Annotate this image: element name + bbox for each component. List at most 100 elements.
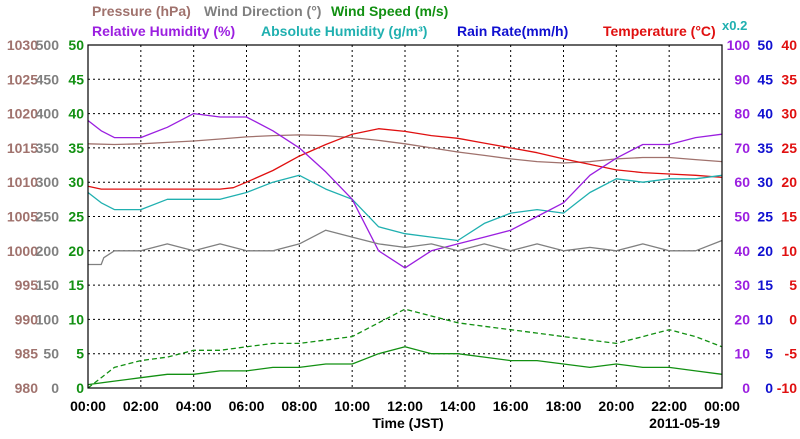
- y-tick-label-humidity: 20: [734, 311, 750, 327]
- y-tick-label-wind_dir: 0: [51, 380, 59, 396]
- frame-layer: [87, 44, 723, 389]
- y-tick-label-pressure: 1030: [7, 37, 38, 53]
- x-tick-label: 02:00: [123, 398, 159, 414]
- y-tick-label-wind_speed: 25: [68, 209, 84, 225]
- y-tick-label-wind_speed: 40: [68, 106, 84, 122]
- x-tick-label: 18:00: [546, 398, 582, 414]
- y-tick-label-temperature: 40: [781, 37, 797, 53]
- y-tick-label-pressure: 980: [15, 380, 39, 396]
- legend-entry: Wind Direction (°): [204, 3, 321, 19]
- y-tick-label-abs_hum: 10: [757, 311, 773, 327]
- series-layer: [87, 112, 723, 389]
- legend-entry: Rain Rate(mm/h): [457, 23, 568, 39]
- y-tick-label-wind_dir: 50: [43, 346, 59, 362]
- y-tick-label-pressure: 1005: [7, 209, 38, 225]
- y-tick-label-pressure: 995: [15, 277, 39, 293]
- legend-entry: Relative Humidity (%): [92, 23, 235, 39]
- x-tick-label: 14:00: [440, 398, 476, 414]
- x-tick-label: 00:00: [70, 398, 106, 414]
- y-tick-label-humidity: 90: [734, 71, 750, 87]
- date-label: 2011-05-19: [649, 415, 720, 431]
- y-tick-label-humidity: 30: [734, 277, 750, 293]
- y-tick-label-abs_hum: 30: [757, 174, 773, 190]
- y-tick-label-abs_hum: 50: [757, 37, 773, 53]
- y-tick-label-wind_speed: 35: [68, 140, 84, 156]
- series-line-wind_speed_avg: [87, 346, 723, 386]
- y-tick-label-wind_speed: 5: [76, 346, 84, 362]
- axis-layer: 1030102510201015101010051000995990985980…: [7, 37, 797, 414]
- y-tick-label-temperature: 5: [789, 277, 797, 293]
- scale-note: x0.2: [722, 18, 747, 33]
- y-tick-label-temperature: -10: [777, 380, 797, 396]
- y-tick-label-temperature: 10: [781, 243, 797, 259]
- y-tick-label-abs_hum: 20: [757, 243, 773, 259]
- y-tick-label-wind_dir: 200: [36, 243, 60, 259]
- y-tick-label-temperature: 0: [789, 311, 797, 327]
- y-tick-label-pressure: 1015: [7, 140, 38, 156]
- y-tick-label-abs_hum: 25: [757, 209, 773, 225]
- y-tick-label-humidity: 40: [734, 243, 750, 259]
- grid-layer: [88, 45, 722, 388]
- y-tick-label-wind_speed: 0: [76, 380, 84, 396]
- y-tick-label-abs_hum: 45: [757, 71, 773, 87]
- legend-layer: Pressure (hPa) Wind Direction (°) Wind Spe…: [92, 3, 716, 39]
- y-tick-label-wind_dir: 400: [36, 106, 60, 122]
- y-tick-label-wind_dir: 300: [36, 174, 60, 190]
- y-tick-label-abs_hum: 0: [765, 380, 773, 396]
- legend-entry: Wind Speed (m/s): [331, 3, 448, 19]
- x-tick-label: 12:00: [387, 398, 423, 414]
- y-tick-label-wind_speed: 30: [68, 174, 84, 190]
- y-tick-label-temperature: 25: [781, 140, 797, 156]
- y-tick-label-wind_speed: 10: [68, 311, 84, 327]
- y-tick-label-wind_dir: 450: [36, 71, 60, 87]
- series-line-rel_humidity: [87, 112, 723, 269]
- legend-entry: Temperature (°C): [603, 23, 716, 39]
- y-tick-label-abs_hum: 35: [757, 140, 773, 156]
- x-tick-label: 22:00: [651, 398, 687, 414]
- y-tick-label-pressure: 1000: [7, 243, 38, 259]
- y-tick-label-temperature: -5: [785, 346, 798, 362]
- y-tick-label-wind_dir: 500: [36, 37, 60, 53]
- plot-frame: [87, 44, 723, 389]
- y-tick-label-wind_speed: 45: [68, 71, 84, 87]
- series-line-pressure: [87, 134, 723, 164]
- y-tick-label-wind_speed: 15: [68, 277, 84, 293]
- y-tick-label-humidity: 50: [734, 209, 750, 225]
- legend-entry: Absolute Humidity (g/m³): [261, 23, 427, 39]
- y-tick-label-wind_dir: 250: [36, 209, 60, 225]
- y-tick-label-pressure: 985: [15, 346, 39, 362]
- y-tick-label-temperature: 15: [781, 209, 797, 225]
- y-tick-label-humidity: 80: [734, 106, 750, 122]
- x-tick-label: 04:00: [176, 398, 212, 414]
- y-tick-label-wind_dir: 100: [36, 311, 60, 327]
- x-tick-label: 08:00: [281, 398, 317, 414]
- y-tick-label-humidity: 70: [734, 140, 750, 156]
- y-tick-label-pressure: 1025: [7, 71, 38, 87]
- y-tick-label-wind_dir: 150: [36, 277, 60, 293]
- series-line-wind_speed_gust: [87, 308, 723, 389]
- y-tick-label-wind_dir: 350: [36, 140, 60, 156]
- y-tick-label-pressure: 990: [15, 311, 39, 327]
- x-tick-label: 16:00: [493, 398, 529, 414]
- y-tick-label-abs_hum: 15: [757, 277, 773, 293]
- y-tick-label-humidity: 10: [734, 346, 750, 362]
- y-tick-label-pressure: 1020: [7, 106, 38, 122]
- series-line-abs_humidity: [87, 174, 723, 242]
- series-line-wind_dir: [88, 229, 723, 266]
- y-tick-label-pressure: 1010: [7, 174, 38, 190]
- x-tick-label: 06:00: [229, 398, 265, 414]
- y-tick-label-humidity: 0: [742, 380, 750, 396]
- y-tick-label-temperature: 20: [781, 174, 797, 190]
- y-tick-label-abs_hum: 5: [765, 346, 773, 362]
- y-tick-label-wind_speed: 20: [68, 243, 84, 259]
- y-tick-label-temperature: 35: [781, 71, 797, 87]
- series-line-temperature: [87, 128, 723, 190]
- y-tick-label-humidity: 100: [727, 37, 751, 53]
- y-tick-label-temperature: 30: [781, 106, 797, 122]
- x-tick-label: 10:00: [334, 398, 370, 414]
- x-axis-label: Time (JST): [372, 415, 443, 431]
- legend-entry: Pressure (hPa): [92, 3, 191, 19]
- x-tick-label: 00:00: [704, 398, 740, 414]
- y-tick-label-abs_hum: 40: [757, 106, 773, 122]
